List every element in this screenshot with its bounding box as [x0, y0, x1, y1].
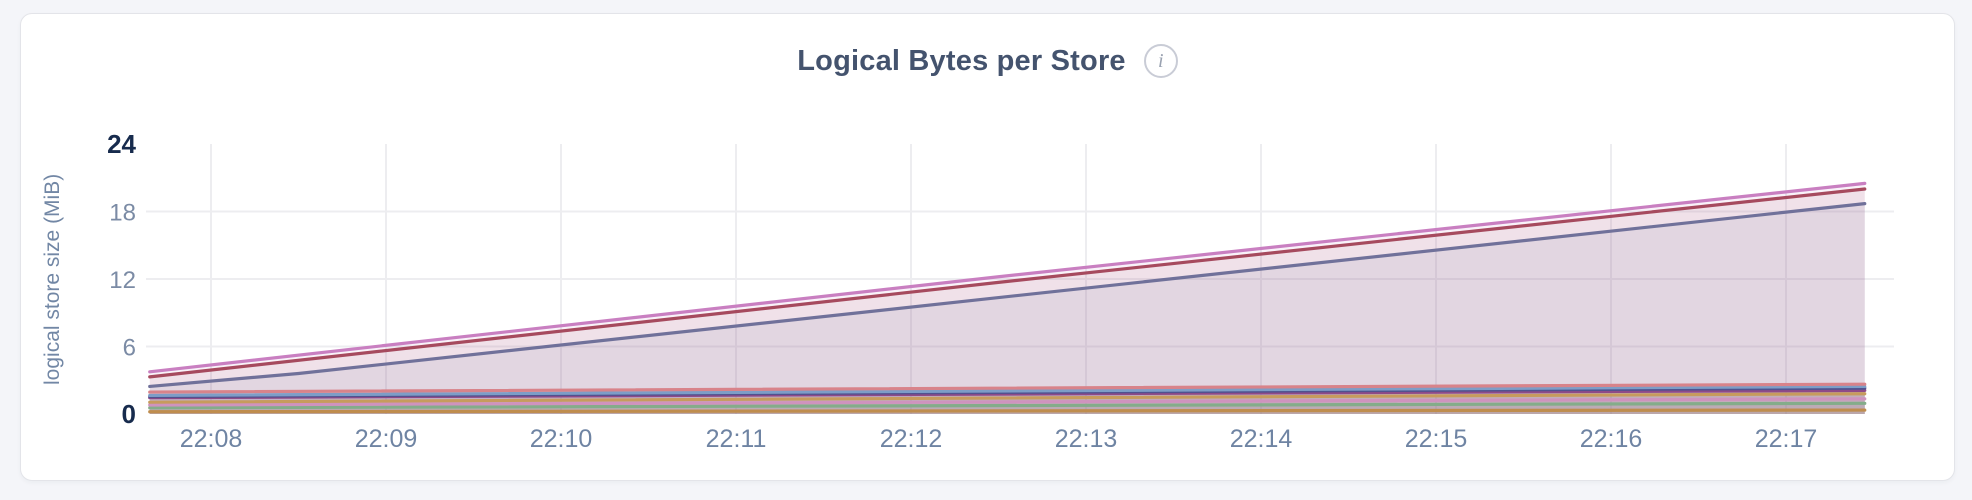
series-line-store-3[interactable] [148, 202, 1867, 389]
series-line-store-4[interactable] [148, 382, 1867, 394]
y-axis-tick-label: 18 [109, 200, 136, 227]
series-line-store-9[interactable] [148, 397, 1867, 407]
series-line-store-2[interactable] [148, 187, 1867, 379]
series-line-store-11[interactable] [148, 408, 1867, 414]
y-axis-tick-label: 6 [123, 335, 136, 362]
x-axis-tick-label: 22:17 [1755, 425, 1818, 453]
series-line-store-5[interactable] [148, 384, 1867, 398]
x-axis-tick-label: 22:15 [1405, 425, 1468, 453]
x-axis-tick-label: 22:12 [880, 425, 943, 453]
chart-title: Logical Bytes per Store [797, 44, 1126, 77]
y-axis-tick-label: 0 [122, 399, 136, 429]
series-area-store-3 [149, 203, 1865, 414]
x-axis-tick-label: 22:16 [1580, 425, 1643, 453]
x-axis-tick-label: 22:10 [530, 425, 593, 453]
series-area-store-1 [149, 183, 1865, 414]
info-icon[interactable]: i [1143, 44, 1178, 78]
series-line-store-10[interactable] [148, 401, 1867, 410]
series-line-store-8[interactable] [148, 392, 1867, 404]
x-axis-tick-label: 22:13 [1055, 425, 1118, 453]
logical-bytes-per-store-plot[interactable]: 0 6 12 18 24 22:08 22:09 22:10 22:11 22:12 22:13 22… [21, 14, 1956, 482]
x-axis-tick-label: 22:11 [706, 425, 767, 453]
x-axis-tick-label: 22:08 [180, 425, 243, 453]
y-axis-tick-label: 24 [107, 129, 136, 159]
chart-header: Logical Bytes per Store i [21, 44, 1954, 78]
x-axis-tick-label: 22:09 [355, 425, 418, 453]
chart-card: Logical Bytes per Store i logical store … [20, 13, 1955, 481]
series-line-store-1[interactable] [148, 181, 1867, 374]
x-axis-tick-label: 22:14 [1230, 425, 1293, 453]
y-axis-tick-label: 12 [109, 267, 136, 294]
series-area-store-2 [149, 189, 1865, 414]
